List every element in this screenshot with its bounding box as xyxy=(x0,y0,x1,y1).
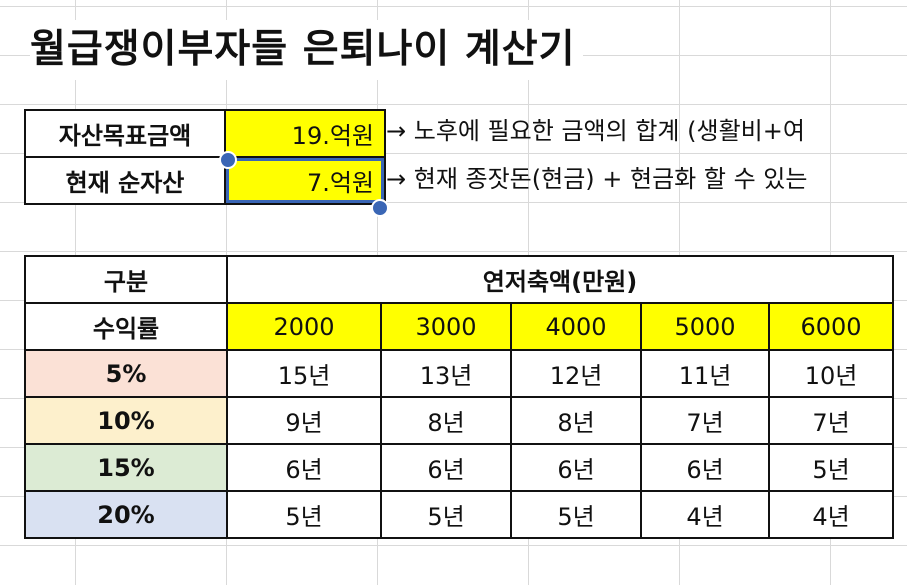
selection-handle-bottom-right[interactable] xyxy=(371,199,389,217)
table-row: 5% 15년 13년 12년 11년 10년 xyxy=(24,349,894,398)
net-asset-note[interactable]: → 현재 종잣돈(현금) + 현금화 할 수 있는 xyxy=(386,165,808,193)
years-cell[interactable]: 11년 xyxy=(640,349,770,398)
years-cell[interactable]: 15년 xyxy=(226,349,382,398)
table-row: 15% 6년 6년 6년 6년 5년 xyxy=(24,443,894,492)
amount-header-3000[interactable]: 3000 xyxy=(380,302,512,351)
years-cell[interactable]: 10년 xyxy=(768,349,894,398)
rate-cell[interactable]: 10% xyxy=(24,396,228,445)
years-cell[interactable]: 8년 xyxy=(510,396,642,445)
years-cell[interactable]: 5년 xyxy=(768,443,894,492)
annual-savings-header[interactable]: 연저축액(만원) xyxy=(226,255,894,304)
years-cell[interactable]: 4년 xyxy=(640,490,770,539)
target-asset-label[interactable]: 자산목표금액 xyxy=(24,109,226,158)
years-cell[interactable]: 7년 xyxy=(640,396,770,445)
input-table: 자산목표금액 19.억원 현재 순자산 7.억원 xyxy=(24,109,386,205)
corner-top-cell[interactable]: 구분 xyxy=(24,255,228,304)
net-asset-value[interactable]: 7.억원 xyxy=(224,156,386,205)
years-cell[interactable]: 5년 xyxy=(380,490,512,539)
target-asset-row: 자산목표금액 19.억원 xyxy=(24,109,386,158)
years-cell[interactable]: 7년 xyxy=(768,396,894,445)
amount-header-2000[interactable]: 2000 xyxy=(226,302,382,351)
retirement-table: 구분 연저축액(만원) 수익률 2000 3000 4000 5000 6000… xyxy=(24,255,894,539)
years-cell[interactable]: 8년 xyxy=(380,396,512,445)
years-cell[interactable]: 6년 xyxy=(380,443,512,492)
target-asset-value[interactable]: 19.억원 xyxy=(224,109,386,158)
years-cell[interactable]: 6년 xyxy=(510,443,642,492)
rate-cell[interactable]: 15% xyxy=(24,443,228,492)
years-cell[interactable]: 12년 xyxy=(510,349,642,398)
years-cell[interactable]: 9년 xyxy=(226,396,382,445)
rate-cell[interactable]: 5% xyxy=(24,349,228,398)
sheet-title: 월급쟁이부자들 은퇴나이 계산기 xyxy=(30,20,584,80)
years-cell[interactable]: 13년 xyxy=(380,349,512,398)
target-asset-note[interactable]: → 노후에 필요한 금액의 합계 (생활비+여 xyxy=(386,117,805,145)
years-cell[interactable]: 5년 xyxy=(510,490,642,539)
table-row: 10% 9년 8년 8년 7년 7년 xyxy=(24,396,894,445)
header-row-2: 수익률 2000 3000 4000 5000 6000 xyxy=(24,302,894,351)
years-cell[interactable]: 6년 xyxy=(640,443,770,492)
table-row: 20% 5년 5년 5년 4년 4년 xyxy=(24,490,894,539)
years-cell[interactable]: 5년 xyxy=(226,490,382,539)
amount-header-4000[interactable]: 4000 xyxy=(510,302,642,351)
corner-bottom-cell[interactable]: 수익률 xyxy=(24,302,228,351)
rate-cell[interactable]: 20% xyxy=(24,490,228,539)
amount-header-5000[interactable]: 5000 xyxy=(640,302,770,351)
years-cell[interactable]: 6년 xyxy=(226,443,382,492)
header-row-1: 구분 연저축액(만원) xyxy=(24,255,894,304)
net-asset-label[interactable]: 현재 순자산 xyxy=(24,156,226,205)
amount-header-6000[interactable]: 6000 xyxy=(768,302,894,351)
selection-handle-top-left[interactable] xyxy=(219,151,237,169)
years-cell[interactable]: 4년 xyxy=(768,490,894,539)
net-asset-row: 현재 순자산 7.억원 xyxy=(24,156,386,205)
